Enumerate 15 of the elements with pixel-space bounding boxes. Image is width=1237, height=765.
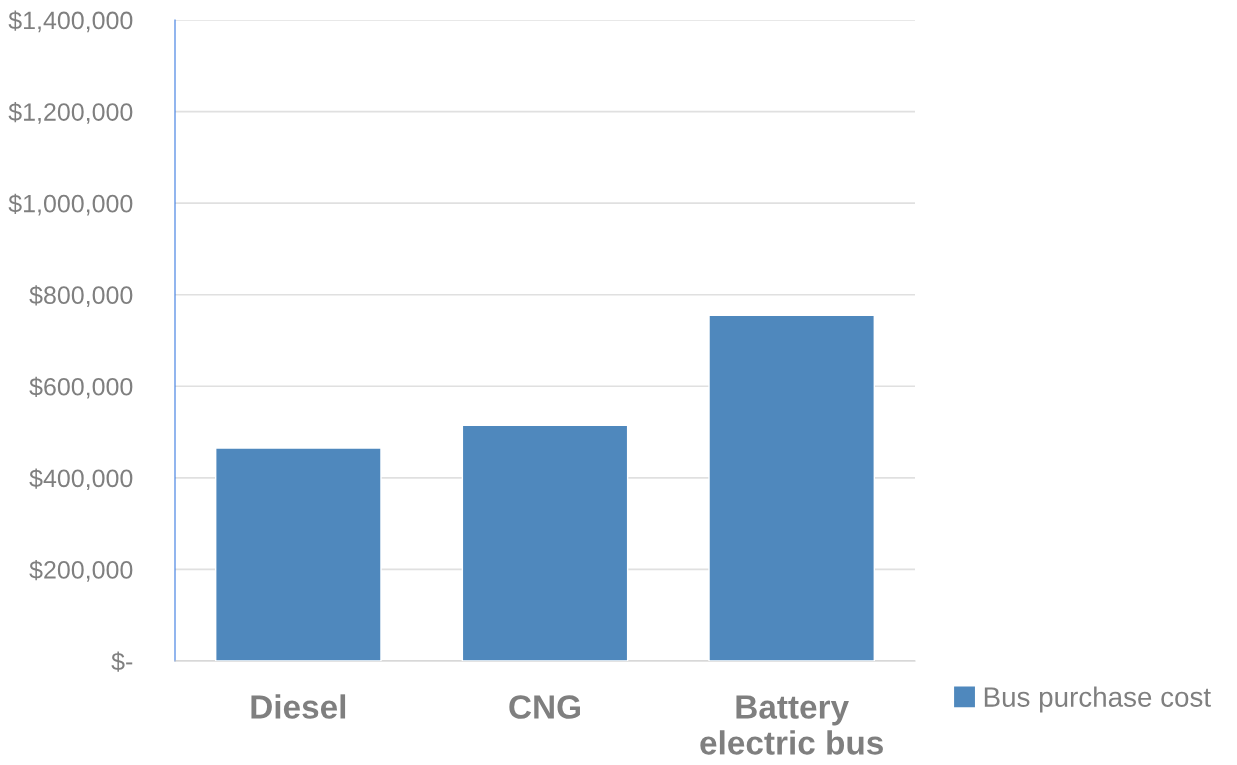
- y-tick-label: $1,000,000: [8, 193, 133, 216]
- x-tick-label: Diesel: [251, 694, 346, 719]
- x-tick-label: Battery electric bus: [700, 695, 883, 755]
- bar: [461, 424, 629, 661]
- y-tick-label: $-: [111, 651, 133, 672]
- y-tick-label: $1,400,000: [8, 10, 133, 33]
- bar: [708, 314, 875, 661]
- y-tick-label: $200,000: [29, 559, 133, 582]
- bar: [215, 447, 382, 661]
- y-tick-label: $600,000: [29, 376, 133, 399]
- legend-label: Bus purchase cost: [984, 686, 1211, 713]
- y-tick-label: $400,000: [29, 468, 133, 491]
- y-tick-label: $1,200,000: [8, 102, 133, 124]
- x-tick-label: CNG: [509, 695, 580, 719]
- y-tick-label: $800,000: [29, 285, 133, 307]
